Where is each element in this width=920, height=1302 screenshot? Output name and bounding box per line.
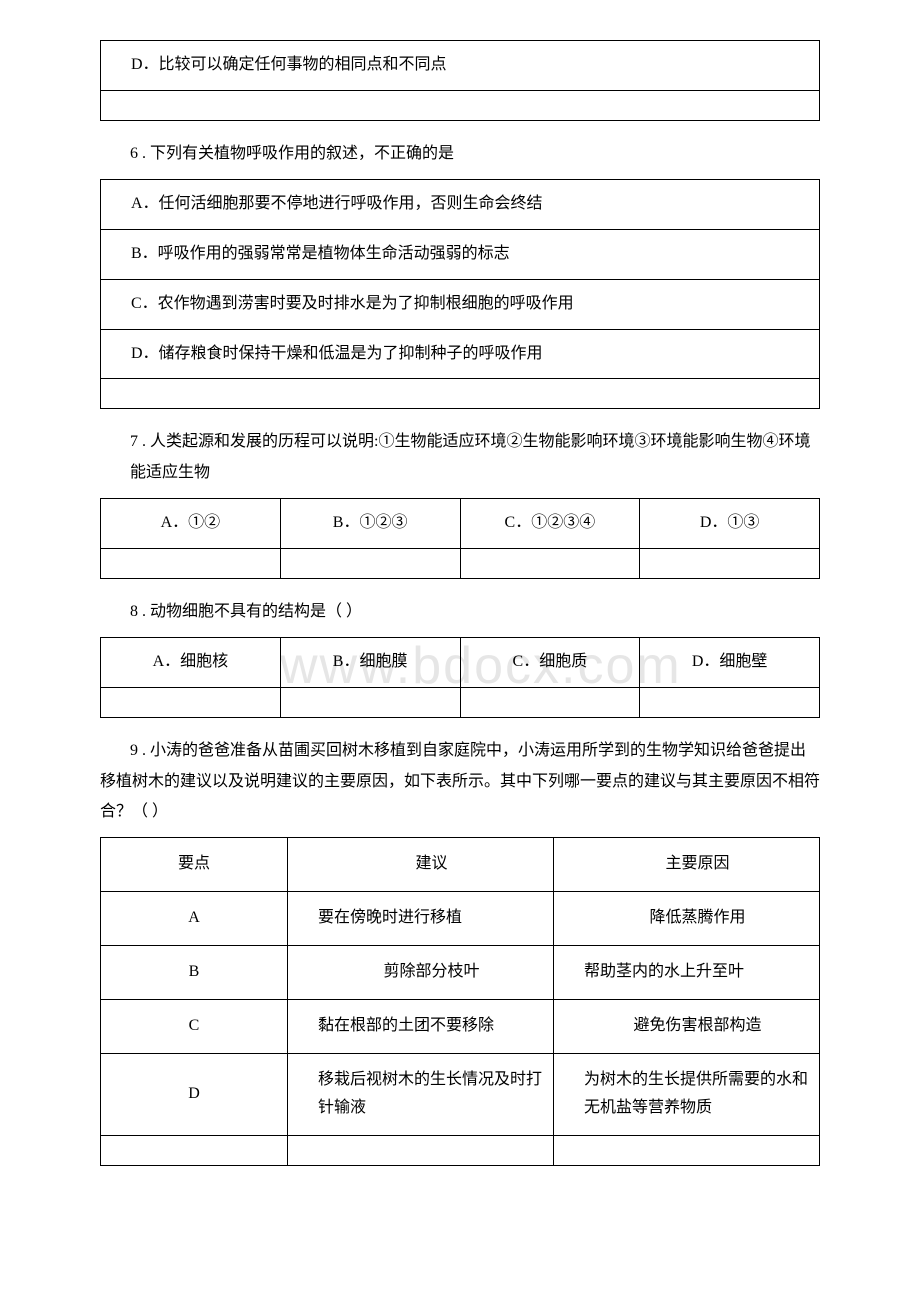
q9-row-d-col3: 为树木的生长提供所需要的水和无机盐等营养物质 bbox=[553, 1053, 819, 1136]
q7-option-c: C．①②③④ bbox=[460, 499, 640, 549]
q8-empty-d bbox=[640, 688, 820, 718]
q7-text: 7 . 人类起源和发展的历程可以说明:①生物能适应环境②生物能影响环境③环境能影… bbox=[130, 427, 820, 488]
q9-row-a-col3: 降低蒸腾作用 bbox=[553, 892, 819, 946]
page-container: www.bdocx.com D．比较可以确定任何事物的相同点和不同点 6 . 下… bbox=[100, 40, 820, 1166]
q9-row-a-col1: A bbox=[101, 892, 288, 946]
q8-empty-a bbox=[101, 688, 281, 718]
q8-empty-c bbox=[460, 688, 640, 718]
q9-row-c-col1: C bbox=[101, 999, 288, 1053]
q8-options-table: A．细胞核 B．细胞膜 C．细胞质 D．细胞壁 bbox=[100, 637, 820, 718]
q7-option-d: D．①③ bbox=[640, 499, 820, 549]
q7-empty-c bbox=[460, 548, 640, 578]
q8-text: 8 . 动物细胞不具有的结构是（ ） bbox=[130, 597, 820, 627]
q9-row-b-col1: B bbox=[101, 945, 288, 999]
q8-option-a: A．细胞核 bbox=[101, 638, 281, 688]
q8-empty-b bbox=[280, 688, 460, 718]
q9-empty-col1 bbox=[101, 1136, 288, 1166]
q8-option-c: C．细胞质 bbox=[460, 638, 640, 688]
q9-header-col3: 主要原因 bbox=[553, 838, 819, 892]
q9-row-d-col1: D bbox=[101, 1053, 288, 1136]
q6-option-a: A．任何活细胞那要不停地进行呼吸作用，否则生命会终结 bbox=[101, 180, 820, 230]
q6-options-table: A．任何活细胞那要不停地进行呼吸作用，否则生命会终结 B．呼吸作用的强弱常常是植… bbox=[100, 179, 820, 409]
q6-text: 6 . 下列有关植物呼吸作用的叙述，不正确的是 bbox=[130, 139, 820, 169]
q9-row-c-col3: 避免伤害根部构造 bbox=[553, 999, 819, 1053]
q7-empty-a bbox=[101, 548, 281, 578]
q7-empty-b bbox=[280, 548, 460, 578]
q9-header-col2: 建议 bbox=[287, 838, 553, 892]
q6-option-b: B．呼吸作用的强弱常常是植物体生命活动强弱的标志 bbox=[101, 229, 820, 279]
q9-empty-col2 bbox=[287, 1136, 553, 1166]
q9-empty-col3 bbox=[553, 1136, 819, 1166]
q9-text: 9 . 小涛的爸爸准备从苗圃买回树木移植到自家庭院中，小涛运用所学到的生物学知识… bbox=[100, 736, 820, 827]
q9-row-c-col2: 黏在根部的土团不要移除 bbox=[287, 999, 553, 1053]
q9-row-a-col2: 要在傍晚时进行移植 bbox=[287, 892, 553, 946]
q5-option-d: D．比较可以确定任何事物的相同点和不同点 bbox=[101, 41, 820, 91]
q9-row-d-col2: 移栽后视树木的生长情况及时打针输液 bbox=[287, 1053, 553, 1136]
q6-empty-row bbox=[101, 379, 820, 409]
q9-data-table: 要点 建议 主要原因 A 要在傍晚时进行移植 降低蒸腾作用 B 剪除部分枝叶 帮… bbox=[100, 837, 820, 1166]
q7-empty-d bbox=[640, 548, 820, 578]
q7-options-table: A．①② B．①②③ C．①②③④ D．①③ bbox=[100, 498, 820, 579]
q6-option-c: C．农作物遇到涝害时要及时排水是为了抑制根细胞的呼吸作用 bbox=[101, 279, 820, 329]
q8-option-d: D．细胞壁 bbox=[640, 638, 820, 688]
q9-row-b-col3: 帮助茎内的水上升至叶 bbox=[553, 945, 819, 999]
q5-empty-row bbox=[101, 90, 820, 120]
q5-options-table: D．比较可以确定任何事物的相同点和不同点 bbox=[100, 40, 820, 121]
q7-option-a: A．①② bbox=[101, 499, 281, 549]
q7-option-b: B．①②③ bbox=[280, 499, 460, 549]
q8-option-b: B．细胞膜 bbox=[280, 638, 460, 688]
q6-option-d: D．储存粮食时保持干燥和低温是为了抑制种子的呼吸作用 bbox=[101, 329, 820, 379]
q9-row-b-col2: 剪除部分枝叶 bbox=[287, 945, 553, 999]
q9-header-col1: 要点 bbox=[101, 838, 288, 892]
